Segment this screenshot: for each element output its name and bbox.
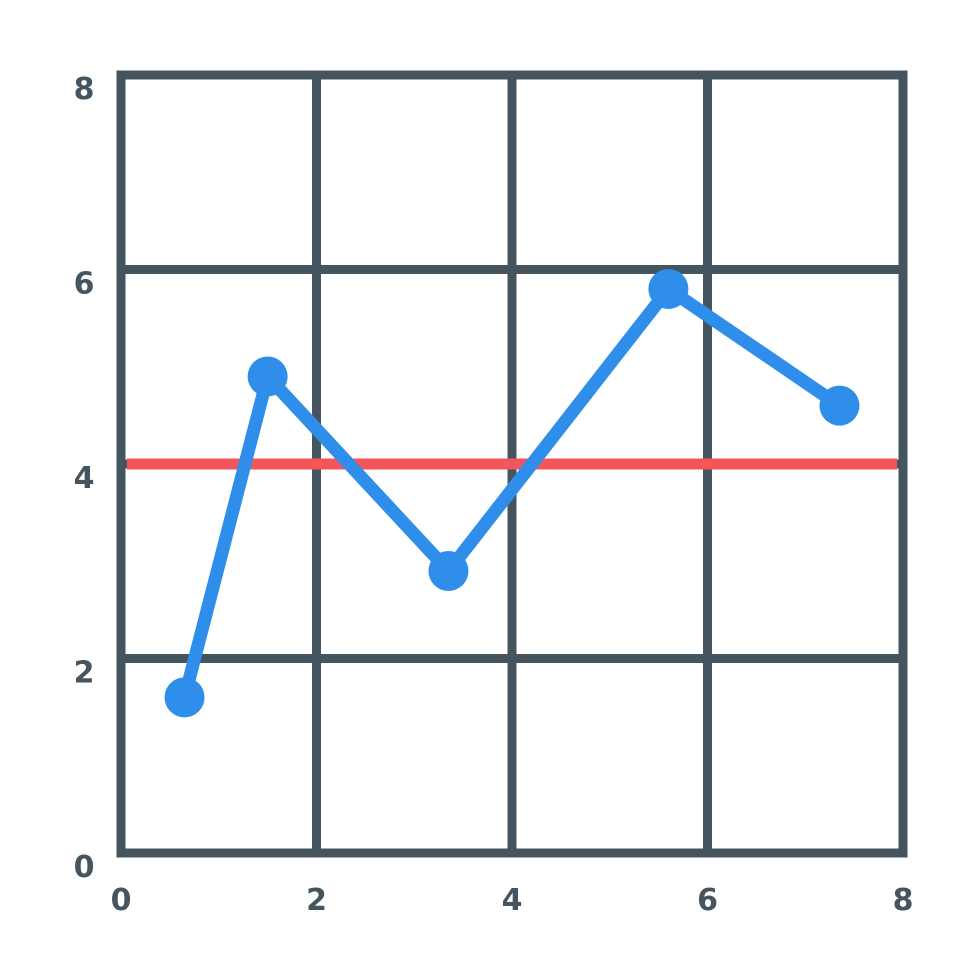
data-point (247, 356, 288, 397)
x-tick-label: 8 (893, 883, 914, 918)
y-tick-label: 0 (74, 850, 95, 885)
data-point (164, 677, 205, 718)
x-tick-label: 6 (697, 883, 718, 918)
data-point (819, 385, 860, 426)
series (164, 268, 860, 718)
grid (116, 70, 908, 858)
y-tick-label: 6 (74, 267, 95, 302)
data-point (648, 268, 689, 309)
y-tick-label: 8 (74, 72, 95, 107)
x-tick-label: 4 (502, 883, 523, 918)
x-tick-label: 0 (111, 883, 132, 918)
y-tick-label: 2 (74, 656, 95, 691)
y-tick-label: 4 (74, 461, 95, 496)
data-point (428, 550, 469, 591)
x-tick-label: 2 (306, 883, 327, 918)
y-axis-ticks: 0 2 4 6 8 (74, 72, 95, 885)
x-axis-ticks: 0 2 4 6 8 (111, 883, 914, 918)
